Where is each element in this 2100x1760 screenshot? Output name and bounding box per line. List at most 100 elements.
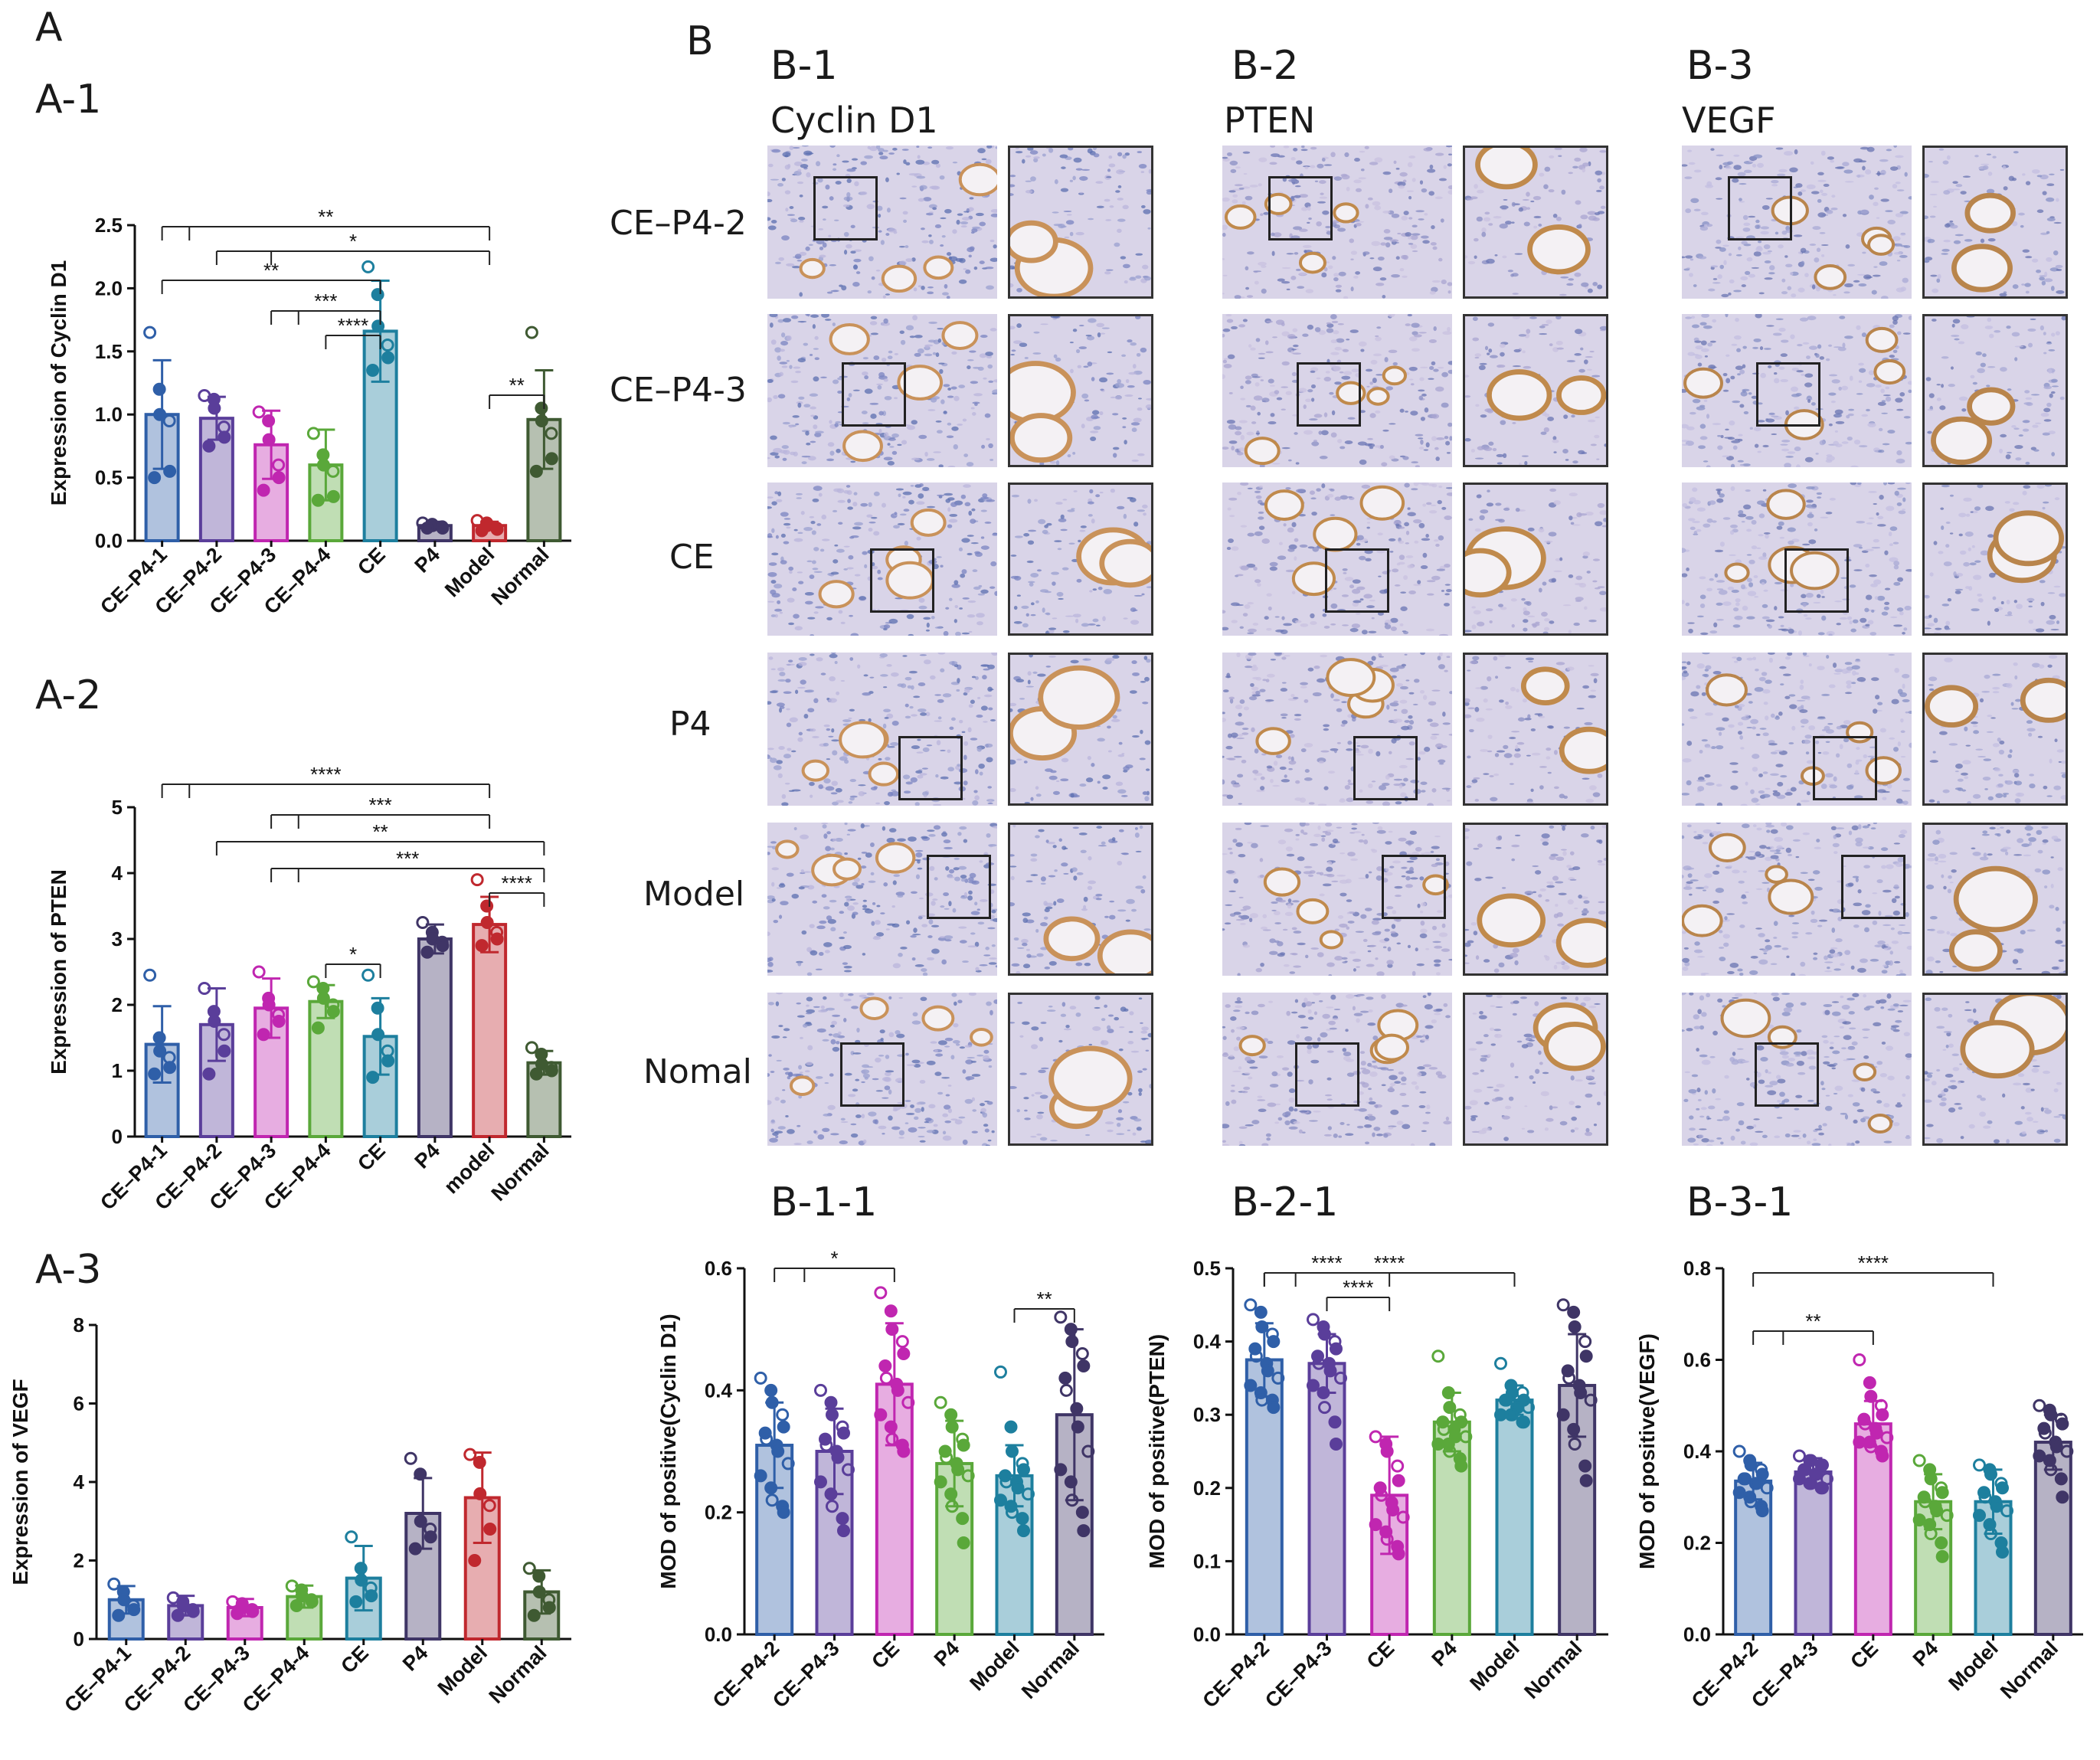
cell-nucleus [783,541,790,545]
cell-nucleus [1775,147,1784,150]
cell-nucleus [852,1088,859,1092]
cell-nucleus [1240,922,1246,925]
cell-nucleus [1251,373,1258,378]
cell-nucleus [767,1073,770,1078]
cell-nucleus [1029,150,1039,155]
cell-nucleus [837,499,846,503]
cell-nucleus [1222,257,1225,260]
cell-nucleus [968,890,973,895]
cell-nucleus [777,600,781,604]
cell-nucleus [880,240,885,245]
cell-nucleus [1480,749,1489,752]
cell-nucleus [1101,1040,1104,1045]
cell-nucleus [940,399,945,404]
cell-nucleus [820,376,827,378]
cell-nucleus [1574,157,1582,162]
cell-nucleus [1025,685,1035,688]
cell-nucleus [1277,555,1287,561]
cell-nucleus [1590,443,1597,447]
cell-nucleus [1253,395,1263,401]
cell-nucleus [1508,1096,1514,1101]
cell-nucleus [771,882,775,887]
cell-nucleus [1060,1013,1067,1017]
cell-nucleus [1238,447,1246,452]
cell-nucleus [1390,1109,1399,1115]
cell-nucleus [1117,198,1124,201]
cell-nucleus [1599,607,1606,612]
cell-nucleus [1372,201,1381,206]
cell-nucleus [793,528,798,532]
cell-nucleus [850,250,856,254]
cell-nucleus [1290,953,1297,955]
cell-nucleus [1300,748,1307,753]
cell-nucleus [955,1043,960,1046]
gland [1048,1045,1133,1112]
cell-nucleus [1247,601,1254,605]
cell-nucleus [1388,1088,1395,1092]
cell-nucleus [1447,190,1452,195]
cell-nucleus [960,874,967,879]
cell-nucleus [1473,777,1480,780]
cell-nucleus [1122,154,1127,159]
cell-nucleus [1014,535,1023,538]
cell-nucleus [870,316,878,319]
cell-nucleus [1262,914,1268,919]
cell-nucleus [947,749,951,754]
cell-nucleus [1228,1055,1235,1060]
cell-nucleus [1356,188,1362,192]
cell-nucleus [1298,1129,1303,1134]
cell-nucleus [1394,584,1401,587]
cell-nucleus [791,750,796,753]
cell-nucleus [1050,316,1059,319]
cell-nucleus [1434,1012,1441,1016]
cell-nucleus [1523,610,1530,616]
cell-nucleus [1834,166,1844,169]
zoom-region-box [1268,176,1333,240]
cell-nucleus [1228,497,1238,501]
cell-nucleus [930,1041,937,1044]
cell-nucleus [815,968,823,970]
cell-nucleus [1472,656,1480,661]
cell-nucleus [1405,840,1415,845]
cell-nucleus [774,491,779,495]
cell-nucleus [1480,1055,1489,1057]
cell-nucleus [1143,512,1146,516]
cell-nucleus [911,957,916,961]
cell-nucleus [1411,852,1419,856]
cell-nucleus [1349,329,1359,333]
cell-nucleus [873,935,880,938]
cell-nucleus [1113,453,1117,458]
cell-nucleus [1337,227,1346,232]
cell-nucleus [1025,948,1030,951]
cell-nucleus [813,1006,820,1008]
cell-nucleus [1308,1120,1318,1122]
cell-nucleus [1356,1125,1364,1129]
cell-nucleus [1399,172,1408,177]
cell-nucleus [883,456,893,461]
cell-nucleus [868,718,872,722]
gland [1097,929,1151,973]
cell-nucleus [1225,745,1233,750]
cell-nucleus [1242,944,1251,948]
cell-nucleus [1591,1069,1595,1072]
cell-nucleus [1546,885,1555,888]
cell-nucleus [1389,865,1395,869]
cell-nucleus [904,715,911,719]
cell-nucleus [796,571,803,574]
cell-nucleus [836,548,845,553]
micrograph-inset [1008,483,1153,636]
cell-nucleus [813,611,819,614]
cell-nucleus [864,155,873,159]
cell-nucleus [958,1116,966,1119]
cell-nucleus [1418,437,1424,440]
cell-nucleus [1390,931,1396,934]
cell-nucleus [1570,1075,1575,1081]
cell-nucleus [958,384,966,388]
cell-nucleus [944,939,952,942]
cell-nucleus [1347,417,1356,420]
cell-nucleus [1343,296,1349,299]
cell-nucleus [886,208,891,213]
cell-nucleus [781,178,786,182]
cell-nucleus [984,522,992,524]
cell-nucleus [911,1059,921,1064]
